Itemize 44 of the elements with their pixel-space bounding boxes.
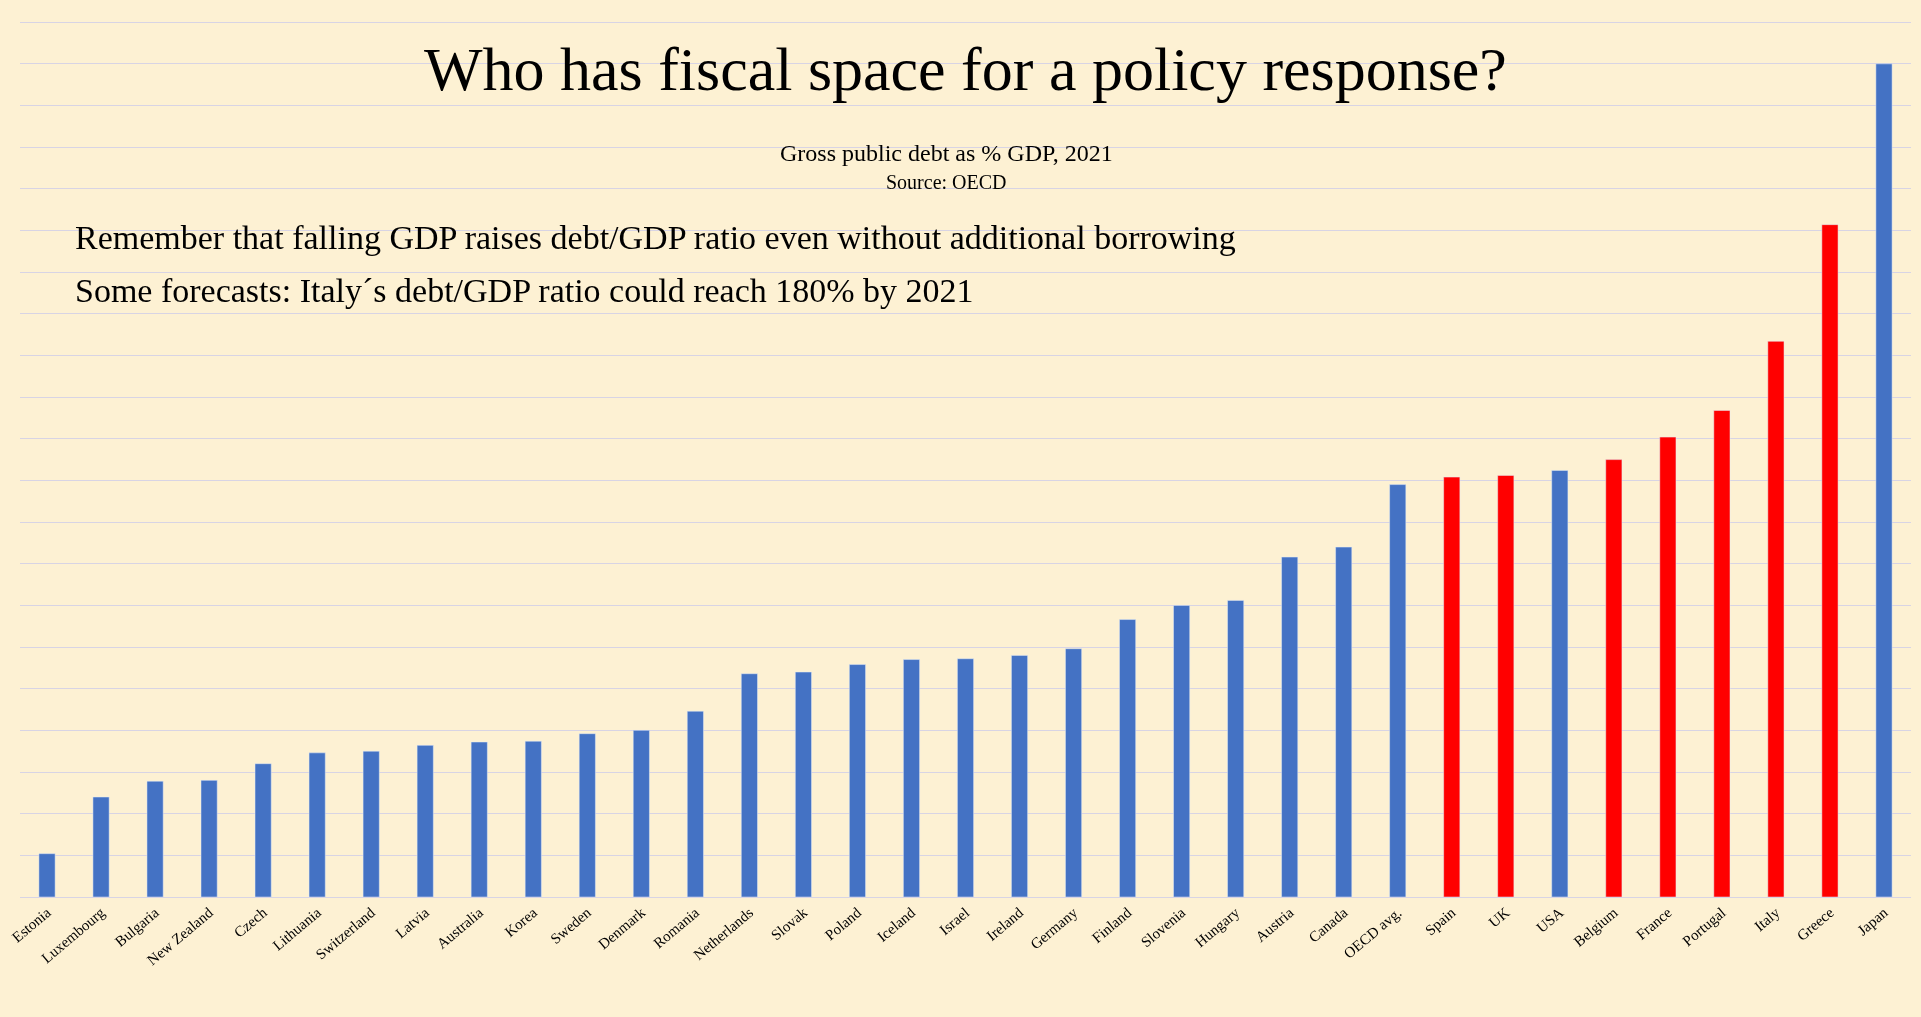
bar <box>1335 546 1353 897</box>
annotation: Source: OECD <box>886 171 1007 193</box>
bar <box>1875 63 1893 897</box>
chart-title: Who has fiscal space for a policy response? <box>424 35 1507 103</box>
bar <box>1227 600 1244 897</box>
annotation: Remember that falling GDP raises debt/GDP ratio even without additional borrowing <box>75 219 1236 256</box>
bar <box>741 673 758 897</box>
bar <box>416 745 434 897</box>
bar <box>92 796 110 897</box>
x-tick-label: Spain <box>1422 903 1459 939</box>
bar <box>1605 459 1623 897</box>
bar <box>1713 410 1731 897</box>
bar <box>470 741 488 897</box>
bar <box>578 733 596 897</box>
bar <box>1281 556 1299 897</box>
x-tick-label: USA <box>1533 904 1567 936</box>
bar <box>1821 224 1839 897</box>
bar <box>1389 484 1407 897</box>
bar <box>254 763 272 897</box>
bar <box>1551 470 1569 897</box>
bar <box>1173 605 1190 897</box>
bar <box>362 750 380 897</box>
bar <box>903 659 920 897</box>
x-tick-label: Italy <box>1751 903 1784 935</box>
bar <box>308 752 326 897</box>
bar <box>795 671 812 897</box>
bar <box>1443 476 1461 897</box>
bar <box>849 664 866 897</box>
bar <box>146 780 164 897</box>
bar <box>1065 648 1082 897</box>
bar <box>38 853 56 897</box>
bar <box>524 740 542 897</box>
x-tick-label: UK <box>1485 904 1513 931</box>
bar <box>1011 655 1028 897</box>
bar <box>1119 619 1136 897</box>
bar <box>1497 475 1515 897</box>
bar <box>957 658 974 897</box>
bar <box>1767 341 1785 897</box>
bar <box>687 710 704 897</box>
bar <box>200 780 218 897</box>
text: Gross public debt as % GDP, 2021 <box>780 140 1113 166</box>
bar <box>632 730 650 897</box>
bar <box>1659 436 1677 897</box>
annotation: Some forecasts: Italy´s debt/GDP ratio could reach 180% by 2021 <box>75 272 974 309</box>
